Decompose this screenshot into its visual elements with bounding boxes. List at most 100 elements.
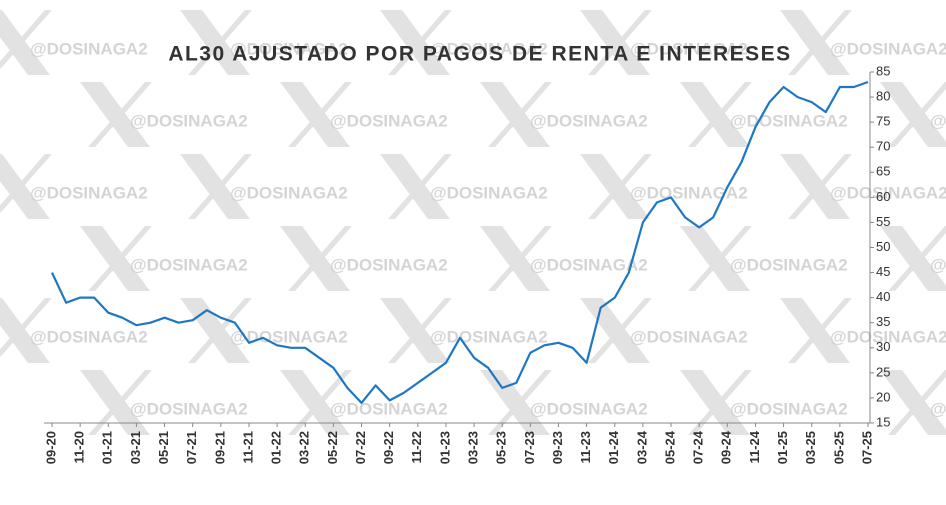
- watermark-text: @DOSINAGA2: [530, 111, 648, 130]
- watermark-text: @DOSINAGA2: [130, 111, 248, 130]
- watermark-logo: [580, 154, 652, 219]
- x-tick-label: 03-24: [634, 430, 649, 464]
- x-tick-label: 09-22: [381, 431, 396, 464]
- watermark-text: @DOSINAGA2: [30, 39, 148, 58]
- watermark-text: @DOSINAGA2: [230, 39, 348, 58]
- x-tick-label: 09-24: [719, 430, 734, 464]
- y-tick-label: 75: [876, 114, 890, 129]
- watermark-logo: [380, 154, 452, 219]
- x-tick-label: 05-23: [494, 431, 509, 464]
- y-tick-label: 85: [876, 63, 890, 78]
- watermark-logo: [280, 226, 352, 291]
- x-tick-label: 11-24: [747, 430, 762, 463]
- watermark-logo: [180, 154, 252, 219]
- watermark-text: @DOSINAGA2: [230, 183, 348, 202]
- watermark-logo: [880, 370, 946, 435]
- watermark-logo: [180, 10, 252, 75]
- watermark-text: @DOSINAGA2: [130, 255, 248, 274]
- watermark-text: @DOSINAGA2: [330, 111, 448, 130]
- watermark-logo: [280, 370, 352, 435]
- watermark-text: @DOSINAGA2: [930, 399, 946, 418]
- watermark-text: @DOSINAGA2: [430, 327, 548, 346]
- y-tick-label: 20: [876, 389, 890, 404]
- watermark-logo: [180, 298, 252, 363]
- watermark-text: @DOSINAGA2: [230, 327, 348, 346]
- x-tick-label: 03-21: [128, 431, 143, 464]
- watermark-logo: [680, 82, 752, 147]
- x-tick-label: 07-21: [184, 431, 199, 464]
- watermark-text: @DOSINAGA2: [630, 39, 748, 58]
- watermark-text: @DOSINAGA2: [130, 399, 248, 418]
- watermark-logo: [80, 226, 152, 291]
- y-tick-label: 30: [876, 339, 890, 354]
- watermark-text: @DOSINAGA2: [330, 399, 448, 418]
- y-tick-label: 65: [876, 164, 890, 179]
- y-tick-label: 80: [876, 89, 890, 104]
- y-tick-label: 55: [876, 214, 890, 229]
- watermark-text: @DOSINAGA2: [930, 255, 946, 274]
- watermark-logo: [480, 370, 552, 435]
- watermark-logo: [80, 82, 152, 147]
- watermark-logo: [0, 298, 52, 363]
- x-tick-label: 09-21: [212, 431, 227, 464]
- watermark-text: @DOSINAGA2: [930, 111, 946, 130]
- y-tick-label: 15: [876, 414, 890, 429]
- x-tick-label: 03-23: [466, 431, 481, 464]
- x-tick-label: 05-24: [662, 430, 677, 464]
- watermark-text: @DOSINAGA2: [430, 39, 548, 58]
- watermark-logo: [380, 10, 452, 75]
- x-tick-label: 03-22: [297, 431, 312, 464]
- x-tick-label: 01-24: [606, 430, 621, 464]
- watermark-text: @DOSINAGA2: [430, 183, 548, 202]
- watermark-text: @DOSINAGA2: [730, 255, 848, 274]
- x-tick-label: 05-22: [325, 431, 340, 464]
- x-tick-label: 07-24: [691, 430, 706, 464]
- x-tick-label: 07-23: [522, 431, 537, 464]
- x-tick-label: 01-23: [437, 431, 452, 464]
- x-tick-label: 11-21: [240, 431, 255, 464]
- watermark-text: @DOSINAGA2: [630, 183, 748, 202]
- x-tick-label: 09-20: [43, 431, 58, 464]
- x-tick-label: 05-25: [831, 431, 846, 464]
- watermark-logo: [780, 298, 852, 363]
- watermark-logo: [680, 226, 752, 291]
- y-tick-label: 60: [876, 189, 890, 204]
- y-tick-label: 40: [876, 289, 890, 304]
- x-tick-label: 01-22: [269, 431, 284, 464]
- x-tick-label: 01-21: [100, 431, 115, 464]
- watermarks: @DOSINAGA2 @DOSINAGA2 @DOSINAGA2 @DOSINAGA2…: [0, 10, 946, 435]
- x-tick-label: 11-20: [72, 431, 87, 464]
- watermark-logo: [480, 82, 552, 147]
- watermark-text: @DOSINAGA2: [530, 399, 648, 418]
- watermark-text: @DOSINAGA2: [330, 255, 448, 274]
- line-series: [51, 80, 869, 404]
- x-tick-label: 05-21: [156, 431, 171, 464]
- watermark-logo: [780, 154, 852, 219]
- y-tick-label: 35: [876, 314, 890, 329]
- watermark-logo: [480, 226, 552, 291]
- chart-title: AL30 AJUSTADO POR PAGOS DE RENTA E INTER…: [168, 43, 791, 66]
- watermark-logo: [0, 10, 52, 75]
- watermark-logo: [0, 154, 52, 219]
- x-tick-label: 03-25: [803, 431, 818, 464]
- watermark-text: @DOSINAGA2: [30, 183, 148, 202]
- x-tick-label: 11-23: [578, 431, 593, 464]
- watermark-text: @DOSINAGA2: [730, 111, 848, 130]
- watermark-text: @DOSINAGA2: [830, 39, 946, 58]
- watermark-text: @DOSINAGA2: [530, 255, 648, 274]
- x-tick-label: 11-22: [409, 431, 424, 464]
- watermark-logo: [880, 82, 946, 147]
- watermark-text: @DOSINAGA2: [630, 327, 748, 346]
- y-tick-label: 25: [876, 364, 890, 379]
- watermark-logo: [780, 10, 852, 75]
- watermark-text: @DOSINAGA2: [830, 183, 946, 202]
- watermark-logo: [580, 10, 652, 75]
- watermark-logo: [280, 82, 352, 147]
- watermark-logo: [80, 370, 152, 435]
- x-tick-label: 07-25: [859, 431, 874, 464]
- watermark-text: @DOSINAGA2: [30, 327, 148, 346]
- watermark-logo: [880, 226, 946, 291]
- x-tick-label: 09-23: [550, 431, 565, 464]
- watermark-text: @DOSINAGA2: [730, 399, 848, 418]
